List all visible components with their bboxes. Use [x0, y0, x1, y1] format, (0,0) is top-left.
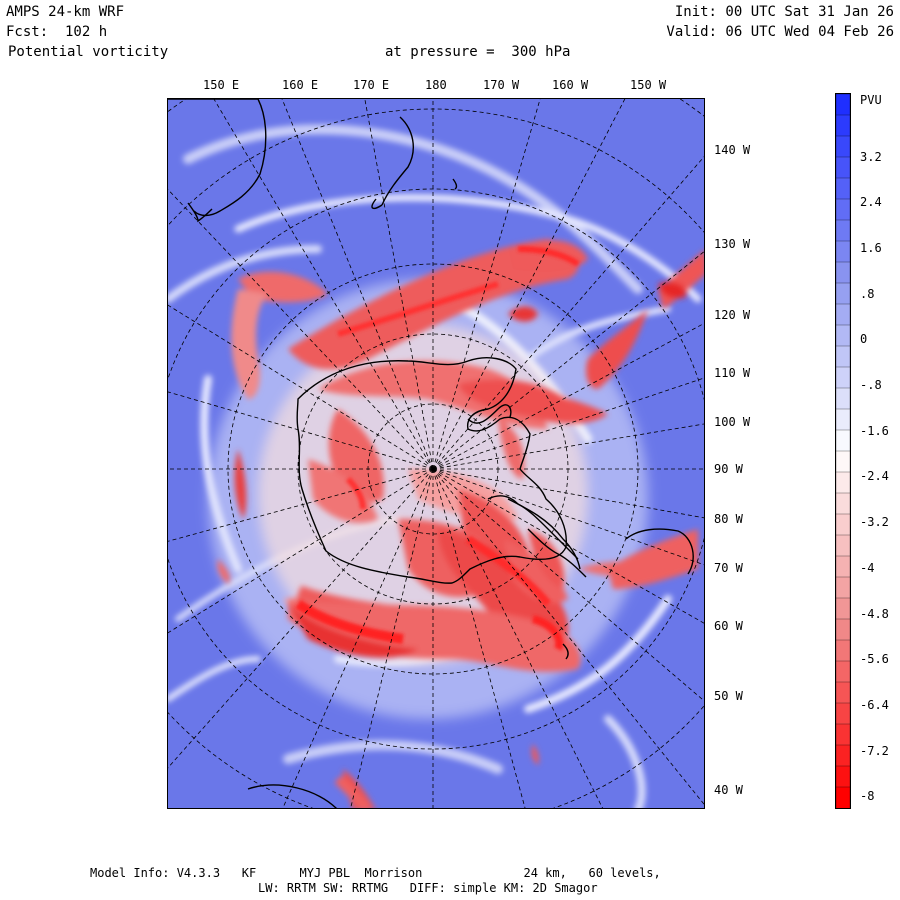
south-georgia: [562, 643, 569, 660]
colorbar-step: [836, 177, 850, 200]
model-title: AMPS 24-km WRF: [6, 4, 125, 20]
colorbar-step: [836, 240, 850, 263]
lon-label-top: 150 W: [630, 78, 667, 92]
colorbar-step: [836, 471, 850, 494]
colorbar-step: [836, 618, 850, 641]
colorbar-label: .8: [860, 287, 875, 301]
colorbar-step: [836, 555, 850, 578]
model-info-line1: Model Info: V4.3.3 KF MYJ PBL Morrison 2…: [90, 866, 661, 880]
lon-label-right: 80 W: [714, 512, 743, 526]
chatham-islands: [452, 178, 458, 190]
lon-label-right: 100 W: [714, 415, 751, 429]
colorbar-label: -.8: [860, 378, 882, 392]
pv-core-regions: [295, 246, 580, 651]
colorbar-step: [836, 429, 850, 452]
model-info-line2: LW: RRTM SW: RRTMG DIFF: simple KM: 2D S…: [258, 881, 598, 895]
antarctic-peninsula: [467, 404, 512, 424]
colorbar-step: [836, 387, 850, 410]
colorbar-label: -2.4: [860, 469, 889, 483]
colorbar-step: [836, 156, 850, 179]
pressure-level: at pressure = 300 hPa: [385, 44, 571, 60]
south-africa-coast: [247, 784, 337, 808]
colorbar-step: [836, 513, 850, 536]
pvu-colorbar: [835, 93, 851, 809]
colorbar-step: [836, 366, 850, 389]
colorbar-label: 1.6: [860, 241, 882, 255]
lon-label-right: 90 W: [714, 462, 743, 476]
colorbar-step: [836, 219, 850, 242]
new-zealand-north: [381, 116, 414, 206]
tasmania: [187, 202, 213, 223]
colorbar-step: [836, 282, 850, 305]
lat-lon-grid: [168, 99, 704, 808]
lon-label-right: 130 W: [714, 237, 751, 251]
antarctica-coast: [296, 357, 567, 584]
colorbar-label: -4.8: [860, 607, 889, 621]
colorbar-label: -5.6: [860, 652, 889, 666]
colorbar-label: 3.2: [860, 150, 882, 164]
africa-tip: [625, 528, 694, 575]
colorbar-label: -8: [860, 789, 875, 803]
colorbar-step: [836, 660, 850, 683]
colorbar-step: [836, 408, 850, 431]
colorbar-svg: [836, 94, 850, 808]
colorbar-label: 0: [860, 332, 868, 346]
colorbar-step: [836, 198, 850, 221]
colorbar-step: [836, 576, 850, 599]
colorbar-label: -1.6: [860, 424, 889, 438]
lon-label-top: 160 W: [552, 78, 589, 92]
colorbar-step: [836, 94, 850, 116]
colorbar-step: [836, 681, 850, 704]
colorbar-step: [836, 786, 850, 808]
south-america-tip: [487, 495, 579, 560]
colorbar-step: [836, 261, 850, 284]
colorbar-label: 2.4: [860, 195, 882, 209]
australia-coast: [168, 99, 267, 217]
lon-label-top: 180: [425, 78, 447, 92]
colorbar-step: [836, 744, 850, 767]
lon-label-right: 60 W: [714, 619, 743, 633]
colorbar-label: -6.4: [860, 698, 889, 712]
colorbar-step: [836, 450, 850, 473]
colorbar-step: [836, 597, 850, 620]
colorbar-label: -3.2: [860, 515, 889, 529]
pv-field-svg: [168, 99, 704, 808]
tierra-del-fuego: [527, 528, 587, 578]
lon-label-top: 170 E: [353, 78, 390, 92]
lon-label-right: 120 W: [714, 308, 751, 322]
lon-label-right: 40 W: [714, 783, 743, 797]
forecast-hour: Fcst: 102 h: [6, 24, 108, 40]
colorbar-step: [836, 303, 850, 326]
lon-label-top: 160 E: [282, 78, 319, 92]
pv-map: [167, 98, 705, 809]
colorbar-step: [836, 534, 850, 557]
colorbar-step: [836, 702, 850, 725]
colorbar-step: [836, 723, 850, 746]
colorbar-step: [836, 765, 850, 788]
new-zealand-south: [371, 198, 383, 210]
colorbar-step: [836, 639, 850, 662]
init-time: Init: 00 UTC Sat 31 Jan 26: [674, 4, 894, 20]
colorbar-label: -4: [860, 561, 875, 575]
coastlines: [168, 99, 694, 808]
lon-label-right: 110 W: [714, 366, 751, 380]
colorbar-step: [836, 135, 850, 158]
colorbar-step: [836, 345, 850, 368]
lon-label-top: 170 W: [483, 78, 520, 92]
lon-label-top: 150 E: [203, 78, 240, 92]
lon-label-right: 140 W: [714, 143, 751, 157]
colorbar-step: [836, 324, 850, 347]
colorbar-label: -7.2: [860, 744, 889, 758]
lon-label-right: 70 W: [714, 561, 743, 575]
colorbar-step: [836, 492, 850, 515]
lon-label-right: 50 W: [714, 689, 743, 703]
colorbar-unit: PVU: [860, 93, 882, 107]
colorbar-step: [836, 114, 850, 137]
valid-time: Valid: 06 UTC Wed 04 Feb 26: [666, 24, 894, 40]
field-name: Potential vorticity: [8, 44, 169, 60]
